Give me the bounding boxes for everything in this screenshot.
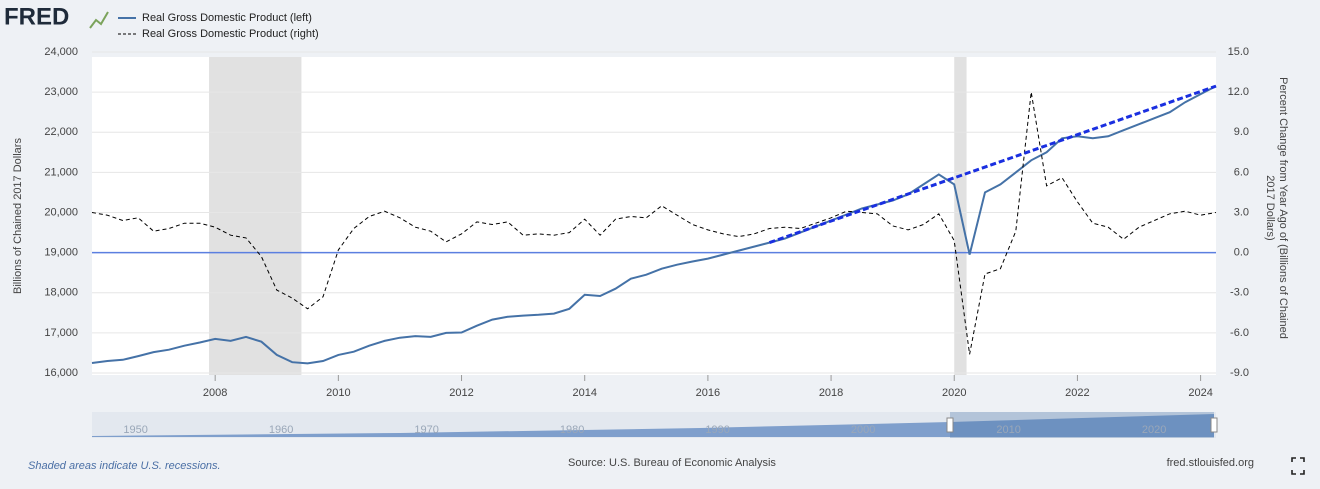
navigator-handle[interactable] — [946, 417, 954, 433]
y-axis-label: Billions of Chained 2017 Dollars — [12, 138, 24, 294]
navigator-tick-label: 2010 — [996, 424, 1020, 436]
x-tick-label: 2014 — [572, 387, 596, 399]
y-tick-label: 18,000 — [44, 287, 78, 299]
logo-icon — [89, 11, 109, 29]
y2-tick-label: 15.0 — [1228, 46, 1249, 58]
source: Source: U.S. Bureau of Economic Analysis — [568, 457, 776, 469]
navigator-tick-label: 1970 — [414, 424, 438, 436]
y2-tick-label: 6.0 — [1234, 166, 1249, 178]
site[interactable]: fred.stlouisfed.org — [1167, 457, 1254, 469]
navigator-tick-label: 1990 — [705, 424, 729, 436]
x-tick-label: 2016 — [696, 387, 720, 399]
y2-tick-label: 3.0 — [1234, 206, 1249, 218]
x-tick-label: 2012 — [449, 387, 473, 399]
y-tick-label: 16,000 — [44, 367, 78, 379]
navigator-tick-label: 1960 — [269, 424, 293, 436]
y2-tick-label: 9.0 — [1234, 126, 1249, 138]
y2-axis-label: 2017 Dollars) — [1264, 175, 1276, 240]
navigator-tick-label: 1980 — [560, 424, 584, 436]
y2-tick-label: -6.0 — [1230, 327, 1249, 339]
legend-label: Real Gross Domestic Product (left) — [142, 12, 312, 24]
legend-label: Real Gross Domestic Product (right) — [142, 28, 319, 40]
navigator-handle[interactable] — [1210, 417, 1218, 433]
y2-tick-label: 12.0 — [1228, 86, 1249, 98]
y2-tick-label: 0.0 — [1234, 247, 1249, 259]
recession-note: Shaded areas indicate U.S. recessions. — [28, 460, 221, 472]
y2-tick-label: -3.0 — [1230, 287, 1249, 299]
y-tick-label: 19,000 — [44, 247, 78, 259]
y-tick-label: 17,000 — [44, 327, 78, 339]
navigator-tick-label: 2000 — [851, 424, 875, 436]
fullscreen-icon[interactable] — [1291, 457, 1305, 475]
series-line — [91, 92, 1217, 355]
x-tick-label: 2018 — [819, 387, 843, 399]
x-tick-label: 2020 — [942, 387, 966, 399]
y-tick-label: 22,000 — [44, 126, 78, 138]
y-tick-label: 21,000 — [44, 166, 78, 178]
x-tick-label: 2022 — [1065, 387, 1089, 399]
y-tick-label: 24,000 — [44, 46, 78, 58]
y-tick-label: 23,000 — [44, 86, 78, 98]
y2-tick-label: -9.0 — [1230, 367, 1249, 379]
navigator-tick-label: 1950 — [123, 424, 147, 436]
navigator-tick-label: 2020 — [1142, 424, 1166, 436]
x-tick-label: 2008 — [203, 387, 227, 399]
navigator-area — [92, 414, 1214, 437]
y-tick-label: 20,000 — [44, 206, 78, 218]
navigator-window[interactable] — [950, 412, 1214, 438]
y2-axis-label: Percent Change from Year Ago of (Billion… — [1277, 77, 1289, 339]
x-tick-label: 2024 — [1188, 387, 1212, 399]
series-line — [91, 85, 1217, 365]
x-tick-label: 2010 — [326, 387, 350, 399]
logo: FRED — [4, 3, 69, 30]
recession-shade — [209, 57, 302, 375]
trend-line — [768, 84, 1217, 245]
